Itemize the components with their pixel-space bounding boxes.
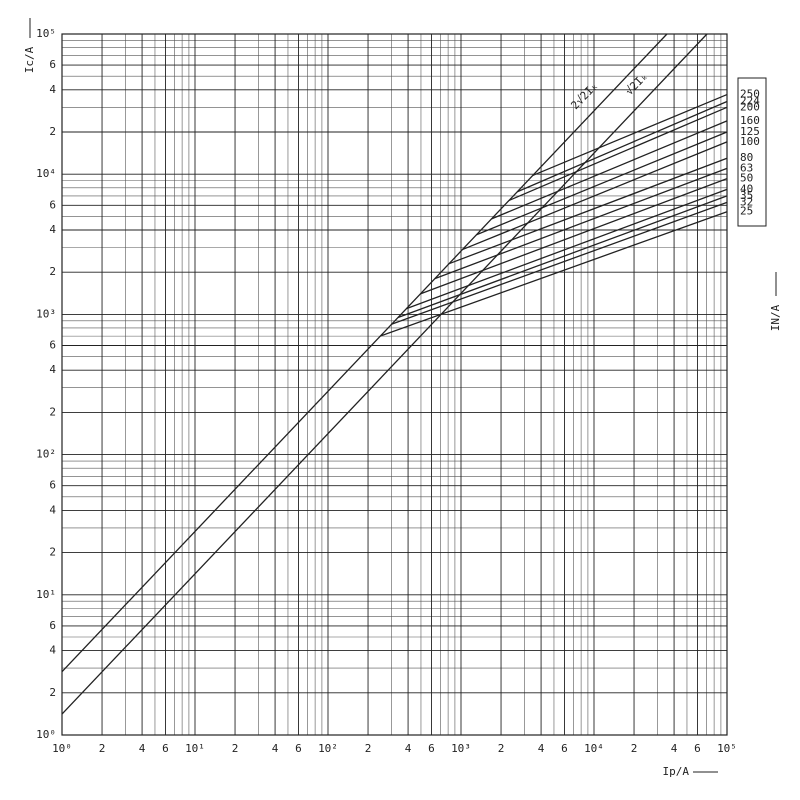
x-tick-label: 6 — [428, 742, 435, 755]
series-line — [476, 131, 728, 236]
rating-label: 32 — [740, 195, 753, 208]
y-tick-label: 6 — [49, 198, 56, 211]
rating-label: 200 — [740, 100, 760, 113]
y-tick-label: 4 — [49, 503, 56, 516]
x-tick-label: 6 — [295, 742, 302, 755]
y-tick-label: 10⁴ — [36, 167, 56, 180]
x-tick-label: 4 — [139, 742, 146, 755]
x-tick-label: 6 — [162, 742, 169, 755]
line-label: √2Iₖ — [623, 70, 651, 98]
y-tick-label: 4 — [49, 223, 56, 236]
rating-label: 50 — [740, 172, 753, 185]
x-tick-label: 2 — [232, 742, 239, 755]
x-tick-label: 10⁴ — [584, 742, 604, 755]
x-tick-label: 2 — [631, 742, 638, 755]
y-tick-label: 6 — [49, 479, 56, 492]
series-line — [406, 188, 728, 310]
rating-label: 63 — [740, 161, 753, 174]
x-tick-label: 10² — [318, 742, 338, 755]
x-tick-label: 4 — [538, 742, 545, 755]
y-tick-label: 10⁵ — [36, 27, 56, 40]
y-tick-label: 10⁰ — [36, 728, 56, 741]
series-line — [420, 178, 728, 295]
y-tick-label: 2 — [49, 125, 56, 138]
x-tick-label: 6 — [694, 742, 701, 755]
rating-label: 40 — [740, 182, 753, 195]
rating-label: 125 — [740, 125, 760, 138]
series-line — [391, 201, 728, 325]
rating-box — [737, 77, 767, 227]
x-tick-label: 4 — [272, 742, 279, 755]
rating-label: 35 — [740, 189, 753, 202]
plot-frame — [61, 33, 728, 736]
rating-label: 80 — [740, 151, 753, 164]
series-line — [462, 141, 728, 251]
series-line — [61, 33, 668, 673]
x-tick-label: 2 — [99, 742, 106, 755]
x-tick-label: 10³ — [451, 742, 471, 755]
series-line — [380, 211, 728, 337]
series-line — [508, 106, 728, 202]
series-line — [532, 93, 728, 177]
series-line — [448, 157, 728, 265]
x-axis-label: Ip/A — [663, 765, 690, 778]
x-tick-label: 6 — [561, 742, 568, 755]
x-tick-label: 10⁰ — [52, 742, 72, 755]
series-line — [397, 195, 728, 319]
y-tick-label: 2 — [49, 546, 56, 559]
y-tick-label: 6 — [49, 619, 56, 632]
y-axis-label: Ic/A — [23, 46, 36, 73]
y2-axis-label: IN/A — [769, 304, 782, 331]
series-line — [517, 100, 728, 193]
y-tick-label: 10³ — [36, 307, 56, 320]
series-line — [434, 167, 728, 280]
y-tick-label: 4 — [49, 363, 56, 376]
series-line — [491, 120, 728, 220]
y-tick-label: 10² — [36, 448, 56, 461]
x-tick-label: 2 — [498, 742, 505, 755]
rating-label: 160 — [740, 114, 760, 127]
x-tick-label: 10⁵ — [717, 742, 737, 755]
x-tick-label: 4 — [671, 742, 678, 755]
rating-label: 100 — [740, 135, 760, 148]
rating-label: 25 — [740, 205, 753, 218]
x-tick-label: 2 — [365, 742, 372, 755]
y-tick-label: 2 — [49, 265, 56, 278]
y-tick-label: 4 — [49, 644, 56, 657]
y-tick-label: 4 — [49, 83, 56, 96]
x-tick-label: 10¹ — [185, 742, 205, 755]
y-tick-label: 6 — [49, 58, 56, 71]
y-tick-label: 2 — [49, 686, 56, 699]
y-tick-label: 2 — [49, 405, 56, 418]
rating-label: 224 — [740, 95, 760, 108]
y-tick-label: 6 — [49, 339, 56, 352]
y-tick-label: 10¹ — [36, 588, 56, 601]
series-line — [61, 33, 708, 715]
x-tick-label: 4 — [405, 742, 412, 755]
rating-label: 250 — [740, 88, 760, 101]
